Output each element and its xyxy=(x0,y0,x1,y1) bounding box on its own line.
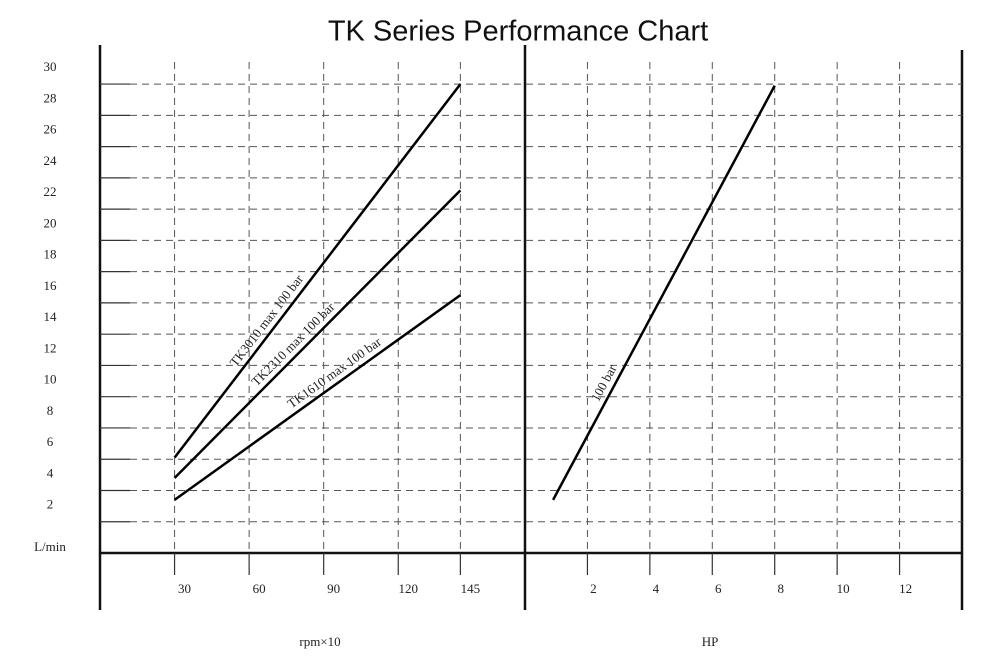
x-tick-label: 8 xyxy=(777,581,784,596)
x-tick-label: 2 xyxy=(590,581,597,596)
y-tick-label: 16 xyxy=(44,278,58,293)
y-tick-label: 22 xyxy=(44,184,57,199)
series-label: TK3010 max 100 bar xyxy=(226,271,306,369)
y-tick-label: 4 xyxy=(47,465,54,480)
y-tick-label: 26 xyxy=(44,122,58,137)
chart-title: TK Series Performance Chart xyxy=(328,16,708,48)
x-tick-label: 90 xyxy=(327,581,340,596)
x-tick-label: 60 xyxy=(253,581,266,596)
series-line xyxy=(173,83,462,459)
series-line xyxy=(173,294,462,501)
series-line xyxy=(173,189,462,479)
y-tick-label: 8 xyxy=(47,403,54,418)
y-tick-label: 18 xyxy=(44,247,57,262)
x-tick-label: 4 xyxy=(653,581,660,596)
x-tick-label: 145 xyxy=(461,581,481,596)
y-tick-label: 28 xyxy=(44,90,57,105)
x-tick-label: 12 xyxy=(899,581,912,596)
y-tick-label: 24 xyxy=(44,153,58,168)
x-tick-label: 6 xyxy=(715,581,722,596)
y-axis-label: L/min xyxy=(34,539,66,554)
x-tick-label: 120 xyxy=(398,581,418,596)
y-tick-label: 10 xyxy=(44,372,57,387)
y-tick-label: 30 xyxy=(44,59,57,74)
y-tick-label: 6 xyxy=(47,434,54,449)
x-axis-label: HP xyxy=(702,634,719,649)
x-tick-label: 10 xyxy=(837,581,850,596)
y-tick-label: 20 xyxy=(44,215,57,230)
x-tick-label: 30 xyxy=(178,581,191,596)
x-axis-label: rpm×10 xyxy=(299,634,340,649)
series-line xyxy=(551,85,776,501)
y-tick-label: 2 xyxy=(47,497,54,512)
y-tick-label: 12 xyxy=(44,340,57,355)
y-tick-label: 14 xyxy=(44,309,58,324)
